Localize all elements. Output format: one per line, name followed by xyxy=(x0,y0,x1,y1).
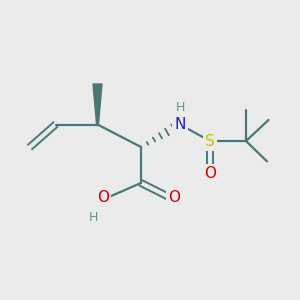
Text: O: O xyxy=(97,190,109,206)
Polygon shape xyxy=(93,84,102,124)
Text: O: O xyxy=(204,167,216,182)
Text: N: N xyxy=(174,117,186,132)
Text: S: S xyxy=(205,134,215,148)
Text: H: H xyxy=(175,100,185,114)
Text: O: O xyxy=(169,190,181,206)
Text: H: H xyxy=(88,211,98,224)
